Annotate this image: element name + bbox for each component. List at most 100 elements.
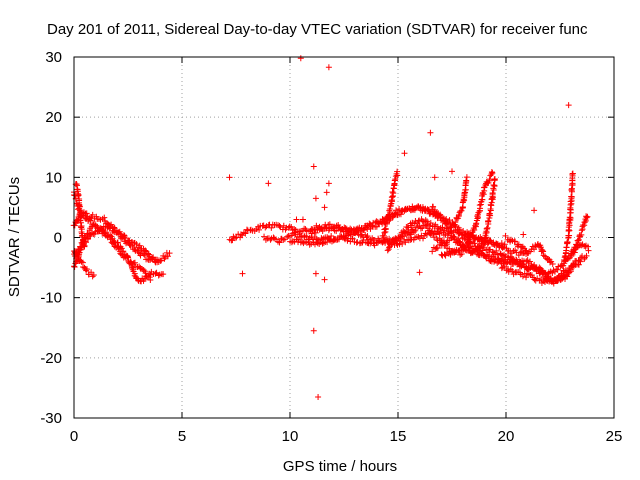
data-point [494,251,501,258]
outlier-point [293,216,300,223]
data-point [390,185,397,192]
data-point [76,249,83,256]
data-point [481,184,488,191]
data-point [425,207,432,214]
y-tick-label: -20 [40,350,62,367]
data-point [285,224,292,231]
data-point [131,259,138,266]
data-point [483,225,490,232]
y-tick-label: 20 [45,109,62,126]
data-point [481,239,488,246]
data-point [476,202,483,209]
data-point [408,226,415,233]
outlier-point [321,276,328,283]
data-point [536,264,543,271]
outlier-point [315,393,322,400]
data-point [152,270,159,277]
y-tick-label: -10 [40,290,62,307]
data-point [406,205,413,212]
data-point [98,225,105,232]
data-point [268,224,275,231]
data-point [501,241,508,248]
outlier-point [299,216,306,223]
data-point [303,233,310,240]
data-point [313,235,320,242]
data-point [407,229,414,236]
data-point [297,239,304,246]
data-point [419,225,426,232]
data-point [494,256,501,263]
data-point [140,266,147,273]
data-point [566,227,573,234]
data-point [311,226,318,233]
data-point [261,233,268,240]
data-point [147,276,154,283]
data-point [378,238,385,245]
data-point [486,210,493,217]
data-point [505,265,512,272]
data-point [337,232,344,239]
data-point [442,252,449,259]
data-point [83,267,90,274]
data-point [439,224,446,231]
data-point [458,207,465,214]
data-point [581,255,588,262]
data-point [552,278,559,285]
data-point [463,178,470,185]
data-point [568,250,575,257]
outlier-point [431,174,438,181]
data-point [518,260,525,267]
data-point [155,272,162,279]
data-point [503,260,510,267]
data-point [433,231,440,238]
outlier-point [565,102,572,109]
data-point [422,217,429,224]
data-point [114,243,121,250]
data-point [444,219,451,226]
y-tick-label: 0 [54,230,62,247]
data-point [409,203,416,210]
data-point [575,257,582,264]
data-point [392,176,399,183]
data-point [89,273,96,280]
data-point [537,244,544,251]
chart-title: Day 201 of 2011, Sidereal Day-to-day VTE… [47,21,588,38]
data-point [539,247,546,254]
data-point [83,210,90,217]
data-point [90,271,97,278]
data-point [467,249,474,256]
data-point [564,273,571,280]
data-point [340,233,347,240]
data-point [439,239,446,246]
data-point [569,171,576,178]
data-point [491,182,498,189]
data-point [364,233,371,240]
data-point [388,194,395,201]
data-point [485,217,492,224]
x-tick-label: 5 [178,428,186,445]
data-point [583,214,590,221]
data-point [555,273,562,280]
data-point [75,192,82,199]
data-point [369,222,376,229]
data-point [464,237,471,244]
data-point [499,252,506,259]
data-point [142,270,149,277]
x-tick-label: 0 [70,428,78,445]
outlier-point [239,270,246,277]
data-point [240,229,247,236]
data-point [567,198,574,205]
data-point [164,253,171,260]
data-point [469,249,476,256]
data-point [549,270,556,277]
data-point [575,236,582,243]
data-point [146,253,153,260]
outlier-point [312,195,319,202]
data-point [461,246,468,253]
data-point [373,239,380,246]
data-point [501,263,508,270]
data-point [572,246,579,253]
data-point [571,249,578,256]
data-point [490,186,497,193]
data-point [455,230,462,237]
